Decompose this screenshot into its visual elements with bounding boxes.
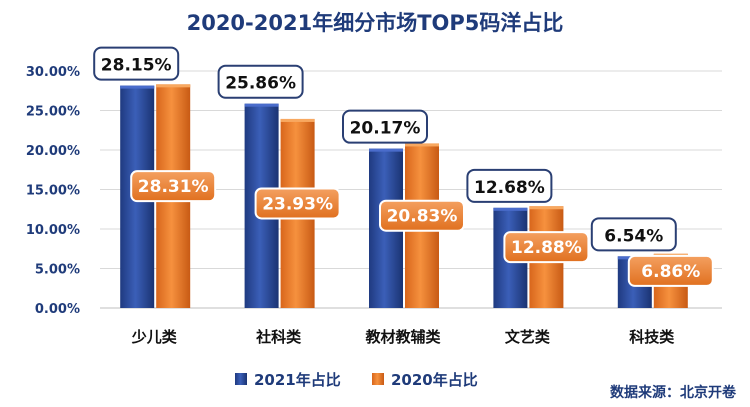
data-labels: 28.15% 28.31% 25.86% 23.93% 20.17% 20.83% 12.6…: [93, 46, 714, 287]
label-box-2021: [93, 46, 180, 81]
y-tick-label: 20.00%: [26, 144, 80, 159]
data-label-2020: 12.88%: [511, 238, 582, 258]
y-tick-label: 25.00%: [26, 105, 80, 120]
label-box-2020: [379, 199, 465, 232]
data-source: 数据来源：北京开卷: [610, 384, 737, 401]
label-box-2020: [254, 187, 341, 220]
y-tick-label: 0.00%: [35, 302, 80, 317]
legend-swatch-2020: [372, 373, 384, 385]
data-label-2020: 20.83%: [387, 207, 458, 227]
data-label-2021: 25.86%: [225, 74, 296, 94]
label-box-2021: [342, 109, 428, 144]
bar-top-highlight: [405, 143, 439, 147]
x-axis: 少儿类 社科类 教材教辅类 文艺类 科技类: [131, 328, 676, 346]
bar-top-highlight: [156, 84, 191, 88]
legend: 2021年占比 2020年占比: [235, 371, 478, 389]
data-label-2020: 6.86%: [641, 262, 700, 282]
label-box-2021: [590, 217, 677, 252]
data-label-2021: 12.68%: [474, 178, 545, 198]
label-box-2020: [627, 254, 714, 287]
y-tick-label: 30.00%: [26, 65, 80, 80]
data-label-2021: 28.15%: [101, 56, 172, 76]
bar-top-highlight: [493, 207, 528, 211]
bar-top-highlight: [280, 118, 315, 122]
legend-label-2021: 2021年占比: [254, 371, 341, 389]
x-tick-label: 科技类: [629, 328, 675, 346]
x-tick-label: 教材教辅类: [364, 328, 441, 346]
x-tick-label: 文艺类: [505, 328, 551, 346]
legend-label-2020: 2020年占比: [391, 371, 478, 389]
legend-swatch-2021: [235, 373, 247, 385]
label-box-2021: [466, 168, 553, 203]
y-tick-label: 10.00%: [26, 223, 80, 238]
x-tick-label: 社科类: [255, 328, 302, 346]
x-tick-label: 少儿类: [131, 328, 178, 346]
data-label-2020: 23.93%: [262, 194, 333, 214]
data-label-2020: 28.31%: [138, 177, 209, 197]
y-tick-label: 15.00%: [26, 184, 80, 199]
chart-title: 2020-2021年细分市场TOP5码洋占比: [187, 11, 564, 35]
label-box-2020: [503, 231, 590, 264]
data-label-2021: 6.54%: [604, 226, 663, 246]
label-box-2021: [217, 64, 304, 99]
bar-top-highlight: [244, 103, 279, 107]
y-axis: 0.00% 5.00% 10.00% 15.00% 20.00% 25.00% 30.00%: [26, 65, 80, 317]
data-label-2021: 20.17%: [350, 119, 421, 139]
bar-top-highlight: [529, 206, 564, 210]
bar-top-highlight: [369, 148, 403, 152]
bar-top-highlight: [120, 85, 155, 89]
y-tick-label: 5.00%: [35, 263, 80, 278]
label-box-2020: [130, 170, 217, 203]
